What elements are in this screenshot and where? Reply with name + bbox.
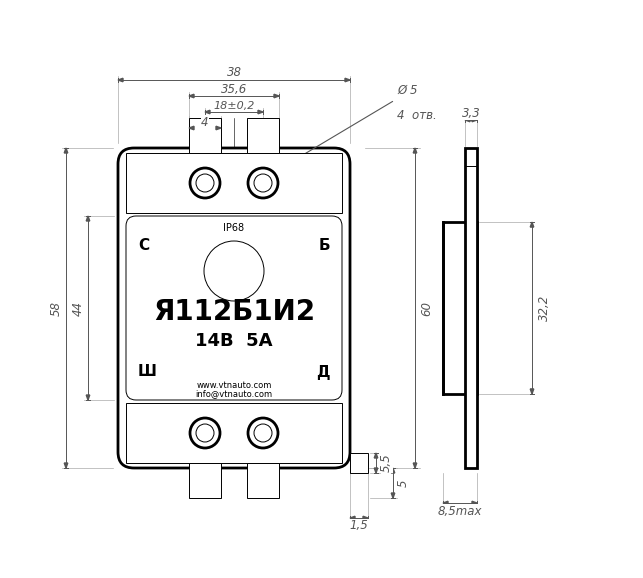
Polygon shape — [189, 126, 194, 129]
Text: 3,3: 3,3 — [462, 106, 480, 120]
Polygon shape — [274, 94, 279, 98]
Polygon shape — [118, 78, 123, 81]
Text: 5,5: 5,5 — [379, 454, 392, 472]
Polygon shape — [216, 126, 221, 129]
Polygon shape — [258, 110, 263, 114]
Text: Ш: Ш — [138, 365, 157, 380]
Polygon shape — [530, 389, 534, 394]
Polygon shape — [465, 118, 470, 122]
Polygon shape — [86, 395, 90, 400]
Text: 5: 5 — [397, 479, 410, 487]
Polygon shape — [64, 148, 68, 153]
Text: 14В  5А: 14В 5А — [195, 332, 273, 350]
Polygon shape — [391, 493, 395, 498]
Bar — [189, 118, 221, 153]
Text: www.vtnauto.com: www.vtnauto.com — [196, 381, 272, 391]
Polygon shape — [530, 222, 534, 227]
Text: 8,5max: 8,5max — [438, 505, 482, 517]
Polygon shape — [86, 216, 90, 221]
Polygon shape — [413, 463, 417, 468]
Text: 60: 60 — [421, 301, 433, 316]
FancyBboxPatch shape — [126, 216, 342, 400]
Polygon shape — [350, 516, 355, 520]
Polygon shape — [443, 501, 448, 505]
Text: Я112Б1И2: Я112Б1И2 — [153, 298, 315, 325]
Polygon shape — [374, 468, 377, 473]
Bar — [126, 403, 342, 463]
Text: 32,2: 32,2 — [538, 295, 550, 321]
Polygon shape — [374, 453, 377, 458]
Polygon shape — [205, 110, 210, 114]
Text: Д: Д — [316, 365, 330, 380]
Bar — [247, 118, 279, 153]
Polygon shape — [472, 118, 477, 122]
Text: 1,5: 1,5 — [350, 520, 368, 532]
Bar — [465, 148, 477, 468]
Polygon shape — [363, 516, 368, 520]
Text: Ø 5: Ø 5 — [397, 84, 417, 97]
Polygon shape — [345, 78, 350, 81]
Text: IP68: IP68 — [223, 223, 244, 233]
Text: 38: 38 — [226, 66, 242, 80]
Polygon shape — [189, 94, 194, 98]
Text: info@vtnauto.com: info@vtnauto.com — [195, 390, 273, 398]
Bar — [126, 153, 342, 213]
Text: 44: 44 — [71, 301, 84, 316]
Text: 35,6: 35,6 — [221, 83, 247, 95]
Bar — [247, 463, 279, 498]
Text: С: С — [138, 239, 149, 254]
FancyBboxPatch shape — [118, 148, 350, 468]
Polygon shape — [472, 501, 477, 505]
Bar — [350, 453, 368, 473]
Polygon shape — [64, 463, 68, 468]
Bar — [443, 222, 477, 394]
Polygon shape — [391, 468, 395, 473]
Text: Б: Б — [318, 239, 330, 254]
Polygon shape — [413, 148, 417, 153]
Text: 4  отв.: 4 отв. — [397, 109, 437, 122]
Bar — [189, 463, 221, 498]
Text: 18±0,2: 18±0,2 — [213, 101, 255, 111]
Text: 4: 4 — [201, 116, 209, 128]
Text: 58: 58 — [50, 301, 62, 316]
